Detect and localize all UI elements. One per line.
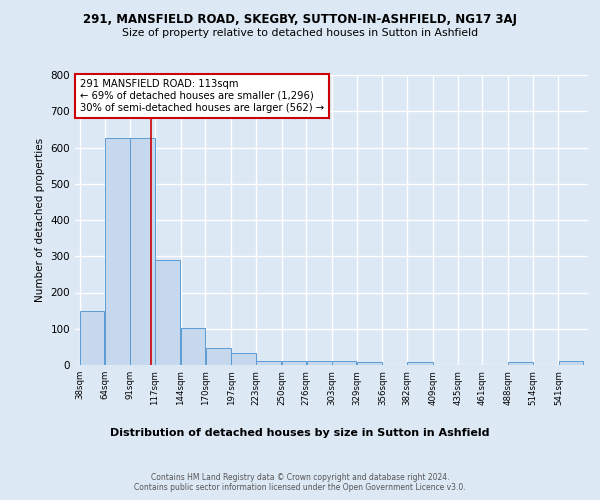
Text: Contains public sector information licensed under the Open Government Licence v3: Contains public sector information licen… xyxy=(134,484,466,492)
Text: 291, MANSFIELD ROAD, SKEGBY, SUTTON-IN-ASHFIELD, NG17 3AJ: 291, MANSFIELD ROAD, SKEGBY, SUTTON-IN-A… xyxy=(83,12,517,26)
Bar xyxy=(508,362,533,365)
Bar xyxy=(559,362,583,365)
Text: Contains HM Land Registry data © Crown copyright and database right 2024.: Contains HM Land Registry data © Crown c… xyxy=(151,472,449,482)
Bar xyxy=(232,354,256,365)
Bar xyxy=(282,362,306,365)
Y-axis label: Number of detached properties: Number of detached properties xyxy=(35,138,45,302)
Bar xyxy=(307,362,332,365)
Bar xyxy=(80,310,104,365)
Bar xyxy=(357,362,382,365)
Bar xyxy=(332,362,356,365)
Bar xyxy=(155,260,181,365)
Bar xyxy=(256,360,281,365)
Bar xyxy=(105,138,130,365)
Bar xyxy=(407,362,433,365)
Bar xyxy=(181,328,205,365)
Bar xyxy=(130,138,155,365)
Bar xyxy=(206,348,231,365)
Text: 291 MANSFIELD ROAD: 113sqm
← 69% of detached houses are smaller (1,296)
30% of s: 291 MANSFIELD ROAD: 113sqm ← 69% of deta… xyxy=(80,80,324,112)
Text: Size of property relative to detached houses in Sutton in Ashfield: Size of property relative to detached ho… xyxy=(122,28,478,38)
Text: Distribution of detached houses by size in Sutton in Ashfield: Distribution of detached houses by size … xyxy=(110,428,490,438)
